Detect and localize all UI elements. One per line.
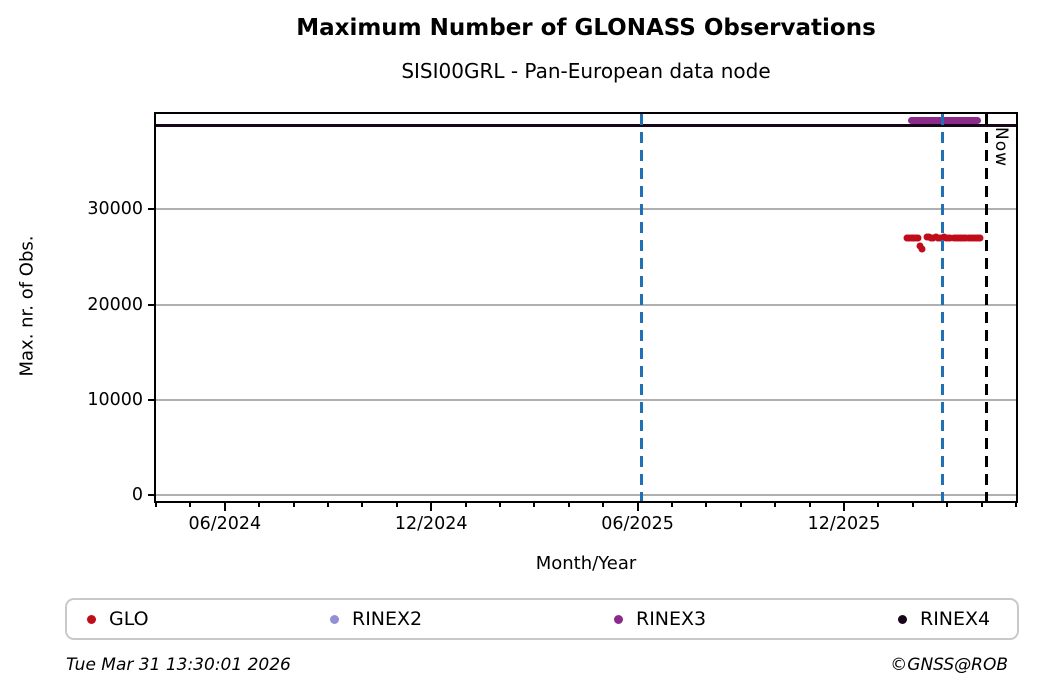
y-tick	[148, 208, 156, 211]
x-major-tick	[636, 501, 639, 511]
copyright-credit: ©GNSS@ROB	[890, 655, 1008, 675]
legend-item-rinex3: RINEX3	[614, 608, 706, 630]
x-minor-tick	[911, 501, 914, 507]
y-tick-label: 10000	[87, 389, 143, 410]
chart-subtitle: SISI00GRL - Pan-European data node	[401, 59, 771, 83]
x-axis-label: Month/Year	[535, 553, 637, 574]
x-minor-tick	[877, 501, 880, 507]
x-minor-tick	[155, 501, 157, 507]
gridline-30000	[156, 208, 1016, 211]
legend-item-rinex2: RINEX2	[330, 608, 422, 630]
x-tick-label: 12/2024	[394, 514, 468, 534]
x-minor-tick	[258, 501, 261, 507]
x-minor-tick	[499, 501, 501, 507]
glo-legend-dot	[87, 614, 96, 624]
rinex4-legend-dot	[898, 614, 907, 624]
legend-label: RINEX2	[352, 608, 423, 630]
plot-timestamp: Tue Mar 31 13:30:01 2026	[66, 655, 291, 675]
x-minor-tick	[705, 501, 708, 507]
y-tick-label: 20000	[87, 294, 143, 315]
glo-data-point	[976, 234, 984, 242]
legend: GLO RINEX2 RINEX3 RINEX4	[65, 598, 1019, 640]
x-minor-tick	[567, 501, 570, 507]
x-minor-tick	[292, 501, 295, 507]
now-vline	[984, 114, 988, 501]
gridline-20000	[156, 303, 1016, 306]
gridline-10000	[156, 398, 1016, 401]
x-minor-tick	[602, 501, 605, 507]
x-minor-tick	[671, 501, 673, 507]
x-major-tick	[430, 501, 433, 511]
x-minor-tick	[946, 501, 949, 507]
x-minor-tick	[1015, 501, 1017, 507]
x-minor-tick	[980, 501, 983, 507]
rinex2-legend-dot	[330, 614, 339, 624]
rinex3-data-line	[907, 117, 981, 125]
glo-data-point	[946, 234, 954, 242]
x-minor-tick	[739, 501, 742, 507]
x-minor-tick	[808, 501, 811, 507]
x-minor-tick	[189, 501, 192, 507]
x-minor-tick	[464, 501, 467, 507]
x-minor-tick	[361, 501, 364, 507]
rinex3-legend-dot	[614, 614, 623, 624]
y-tick	[148, 303, 156, 306]
y-axis-label: Max. nr. of Obs.	[16, 235, 38, 377]
legend-label: RINEX3	[636, 608, 707, 630]
rinex4-data-line	[156, 123, 1016, 127]
x-tick-label: 12/2025	[807, 514, 881, 534]
gridline-0	[156, 494, 1016, 497]
x-minor-tick	[395, 501, 398, 507]
x-tick-label: 06/2025	[601, 514, 674, 534]
y-tick-label: 30000	[87, 199, 143, 220]
x-major-tick	[223, 501, 226, 511]
marker-vline-2	[940, 114, 944, 501]
y-tick-label: 0	[131, 485, 143, 506]
x-minor-tick	[774, 501, 777, 507]
y-tick	[148, 494, 156, 497]
x-major-tick	[843, 501, 845, 511]
now-vline-label: Now	[991, 127, 1012, 168]
x-tick-label: 06/2024	[188, 514, 262, 534]
y-tick	[148, 398, 156, 401]
legend-item-rinex4: RINEX4	[898, 608, 990, 630]
chart-title: Maximum Number of GLONASS Observations	[296, 15, 876, 41]
glo-data-point	[918, 245, 926, 253]
plot-area: 0 10000 20000 30000 06/2024 12/2024 06/2025 12/…	[87, 112, 1018, 534]
legend-label: GLO	[109, 608, 149, 630]
legend-item-glo: GLO	[87, 608, 149, 630]
legend-label: RINEX4	[920, 608, 991, 630]
glo-data-point	[914, 234, 922, 242]
x-minor-tick	[533, 501, 536, 507]
x-minor-tick	[327, 501, 329, 507]
marker-vline-1	[640, 114, 644, 501]
